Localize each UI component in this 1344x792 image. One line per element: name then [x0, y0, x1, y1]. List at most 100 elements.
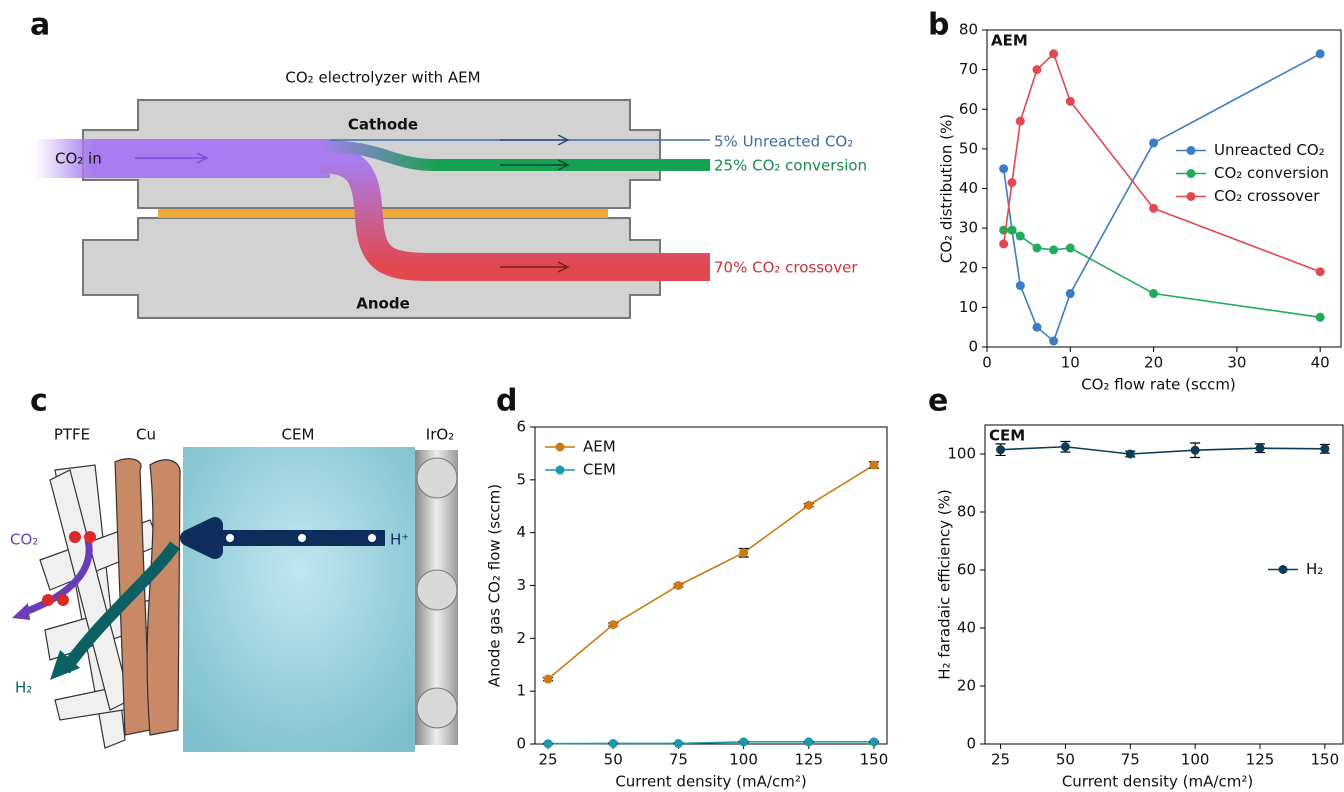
diagram-a: CO₂ electrolyzer with AEM Cathode Anode … [35, 69, 867, 319]
data-point [1032, 323, 1041, 332]
proton [226, 534, 234, 542]
y-tick-label: 6 [516, 418, 526, 436]
data-point [1316, 313, 1325, 322]
data-point [1066, 243, 1075, 252]
outlet-label: 5% Unreacted CO₂ [714, 133, 853, 151]
data-point [1032, 65, 1041, 74]
molecule [42, 594, 54, 606]
x-tick-label: 25 [991, 751, 1010, 769]
outlet-label: 25% CO₂ conversion [714, 157, 867, 175]
data-point [996, 445, 1005, 454]
particle [417, 688, 457, 728]
data-point [999, 239, 1008, 248]
y-axis-label: CO₂ distribution (%) [938, 114, 956, 263]
y-tick-label: 60 [957, 561, 976, 579]
molecule [57, 594, 69, 606]
data-point [1016, 232, 1025, 241]
data-point [869, 461, 878, 470]
x-tick-label: 25 [538, 751, 557, 769]
x-tick-label: 20 [1144, 354, 1163, 372]
y-tick-label: 0 [516, 735, 526, 753]
data-point [739, 548, 748, 557]
data-point [999, 164, 1008, 173]
data-point [869, 737, 878, 746]
y-tick-label: 40 [959, 179, 978, 197]
data-point [1320, 444, 1329, 453]
x-tick-label: 50 [1056, 751, 1075, 769]
x-tick-label: 50 [604, 751, 623, 769]
inlet-label: CO₂ in [55, 150, 102, 168]
diagram-c: PTFE Cu CEM IrO₂ CO₂ H⁺ H₂ [10, 426, 458, 753]
layer-label: IrO₂ [426, 426, 454, 444]
series-line [1004, 230, 1321, 317]
legend-label: CEM [583, 461, 616, 479]
data-point [1149, 204, 1158, 213]
proton [368, 534, 376, 542]
fiber [147, 460, 180, 735]
data-point [1049, 337, 1058, 346]
y-tick-label: 10 [959, 298, 978, 316]
data-point [999, 226, 1008, 235]
reactant-label: CO₂ [10, 531, 38, 549]
data-point [1066, 97, 1075, 106]
y-tick-label: 80 [957, 503, 976, 521]
panel-label: a [30, 8, 50, 43]
x-tick-label: 100 [1181, 751, 1210, 769]
y-tick-label: 4 [516, 523, 526, 541]
data-point [1066, 289, 1075, 298]
legend-swatch [1187, 169, 1196, 178]
legend-label: CO₂ conversion [1214, 164, 1329, 182]
legend-swatch [556, 466, 565, 475]
x-tick-label: 10 [1061, 354, 1080, 372]
data-point [804, 501, 813, 510]
plot-frame [985, 425, 1343, 744]
y-tick-label: 0 [968, 338, 978, 356]
x-tick-label: 75 [1121, 751, 1140, 769]
data-point [674, 739, 683, 748]
y-tick-label: 80 [959, 21, 978, 39]
y-tick-label: 1 [516, 682, 526, 700]
y-tick-label: 40 [957, 619, 976, 637]
proton-label: H⁺ [390, 531, 409, 549]
data-point [544, 739, 553, 748]
data-point [1061, 442, 1070, 451]
y-tick-label: 20 [957, 677, 976, 695]
annotation: CEM [989, 427, 1025, 445]
x-axis-label: Current density (mA/cm²) [615, 773, 806, 791]
outlet-label: 70% CO₂ crossover [714, 259, 858, 277]
legend-swatch [1279, 565, 1288, 574]
series-line [1004, 54, 1321, 272]
data-point [1049, 49, 1058, 58]
legend-label: H₂ [1306, 560, 1323, 578]
y-tick-label: 0 [966, 735, 976, 753]
diagram-title: CO₂ electrolyzer with AEM [285, 69, 480, 87]
y-axis-label: H₂ faradaic efficiency (%) [936, 489, 954, 680]
figure: a b c d e CO₂ electrolyzer with AEM Cath… [0, 0, 1344, 792]
data-point [1316, 49, 1325, 58]
y-tick-label: 5 [516, 470, 526, 488]
panel-label: c [30, 384, 48, 419]
data-point [1016, 117, 1025, 126]
y-tick-label: 100 [947, 445, 976, 463]
layer-label: CEM [282, 426, 315, 444]
y-tick-label: 30 [959, 219, 978, 237]
product-label: H₂ [15, 679, 32, 697]
y-tick-label: 3 [516, 576, 526, 594]
data-point [1007, 178, 1016, 187]
data-point [739, 737, 748, 746]
x-axis-label: Current density (mA/cm²) [1062, 773, 1253, 791]
data-point [609, 620, 618, 629]
data-point [1049, 245, 1058, 254]
y-tick-label: 50 [959, 139, 978, 157]
y-tick-label: 2 [516, 629, 526, 647]
x-axis-label: CO₂ flow rate (sccm) [1081, 376, 1236, 394]
data-point [1032, 243, 1041, 252]
cem-membrane [183, 447, 415, 752]
data-point [1255, 444, 1264, 453]
particle [417, 570, 457, 610]
legend-label: Unreacted CO₂ [1214, 141, 1325, 159]
x-tick-label: 0 [982, 354, 992, 372]
data-point [804, 737, 813, 746]
x-tick-label: 150 [860, 751, 889, 769]
cathode-label: Cathode [348, 116, 418, 134]
